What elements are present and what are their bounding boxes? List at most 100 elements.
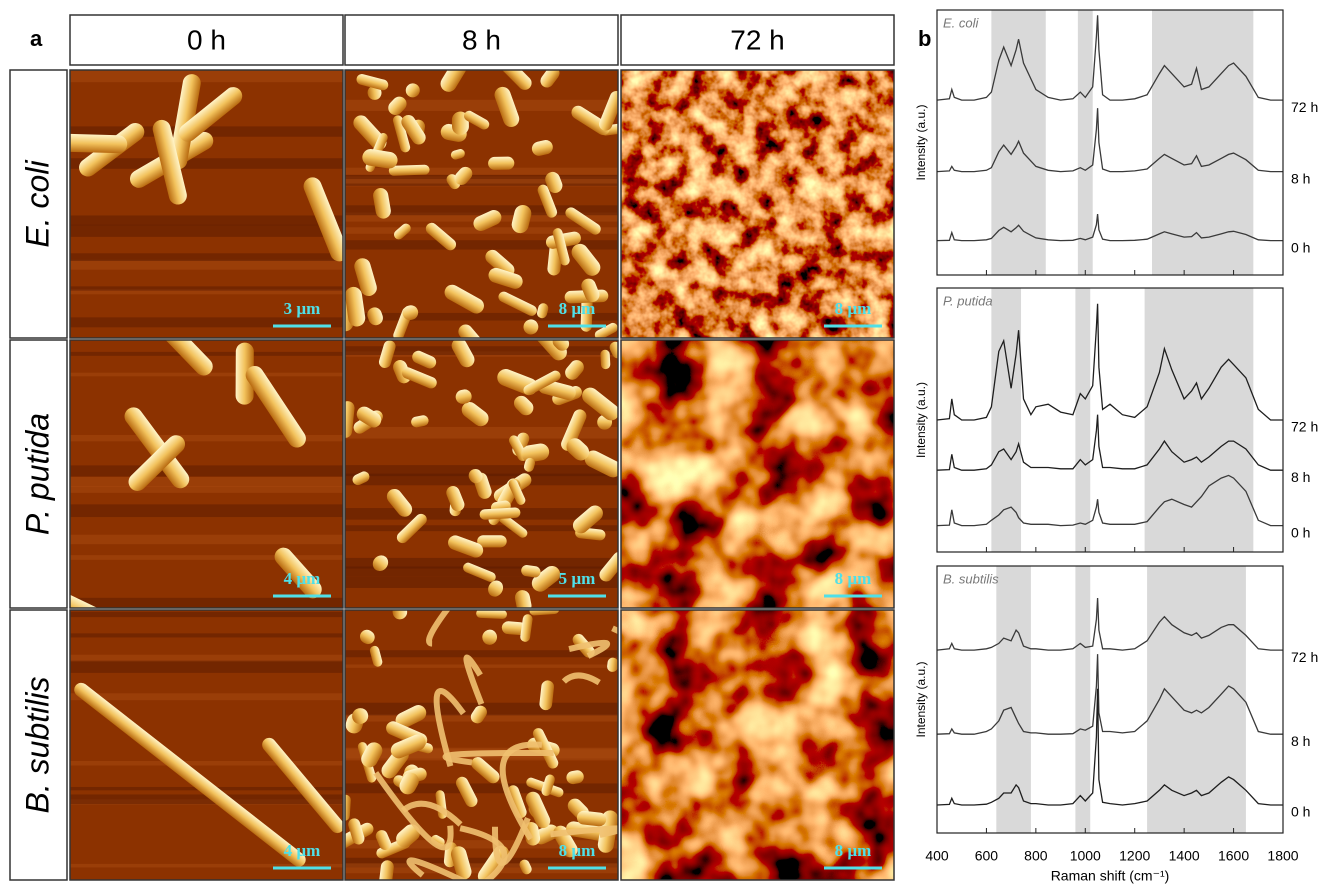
afm-cell <box>463 110 490 130</box>
afm-streak <box>345 167 618 175</box>
afm-cell <box>388 96 407 116</box>
scale-bar-label: 4 µm <box>284 569 321 588</box>
afm-cell <box>178 87 243 142</box>
afm-streak <box>70 253 343 261</box>
series-label: 0 h <box>1291 804 1310 820</box>
afm-cell <box>386 488 413 517</box>
x-tick-label: 800 <box>1024 848 1048 864</box>
afm-cell <box>594 322 618 338</box>
series-label: 72 h <box>1291 419 1318 435</box>
scale-bar-label: 8 µm <box>835 569 872 588</box>
afm-cell <box>508 479 526 505</box>
afm-cell <box>450 846 472 880</box>
afm-streak <box>70 611 343 618</box>
afm-streak <box>345 426 618 439</box>
afm-streak <box>345 525 618 532</box>
afm-streak <box>70 863 343 868</box>
afm-frame <box>620 609 895 881</box>
afm-filament <box>561 672 601 686</box>
afm-cell <box>521 443 550 463</box>
afm-filament <box>463 654 485 706</box>
spectrum-line <box>936 303 1283 421</box>
row-header-box <box>9 69 68 339</box>
column-header-box <box>69 14 344 66</box>
series-label: 0 h <box>1291 524 1310 540</box>
afm-filament <box>401 800 463 827</box>
afm-cell <box>473 209 502 231</box>
afm-cell <box>361 742 383 768</box>
x-tick-label: 1400 <box>1169 848 1200 864</box>
spectrum-line <box>936 108 1283 173</box>
chart-title: P. putida <box>943 293 993 308</box>
afm-streak <box>345 465 618 477</box>
afm-cell <box>584 450 618 478</box>
shaded-band <box>1144 288 1254 552</box>
scale-bar-label: 8 µm <box>559 299 596 318</box>
afm-streak <box>70 286 343 291</box>
series-label: 8 h <box>1291 170 1310 186</box>
afm-streak <box>345 857 618 868</box>
afm-frame <box>620 339 895 609</box>
afm-image <box>70 610 343 880</box>
afm-cell <box>520 614 533 642</box>
afm-chain <box>74 682 306 867</box>
afm-cell <box>235 342 254 405</box>
afm-streak <box>70 693 343 701</box>
afm-cell <box>405 83 420 98</box>
afm-filament <box>406 857 469 880</box>
afm-cell <box>571 243 601 276</box>
afm-chain <box>262 737 343 834</box>
afm-cell <box>599 91 618 131</box>
afm-cell <box>501 621 527 636</box>
afm-cell <box>525 791 551 829</box>
afm-cell <box>477 535 507 548</box>
afm-cell <box>458 324 481 338</box>
afm-streak <box>345 664 618 668</box>
afm-cell <box>513 395 534 416</box>
afm-cell <box>599 551 618 582</box>
row-header-box <box>9 339 68 609</box>
afm-cell <box>507 785 527 819</box>
afm-image <box>70 70 343 338</box>
afm-cell <box>396 824 421 848</box>
afm-cell <box>348 818 365 845</box>
afm-filament <box>433 688 466 767</box>
afm-cell <box>519 859 532 875</box>
series-label: 8 h <box>1291 469 1310 485</box>
afm-cell <box>345 286 366 327</box>
afm-cell <box>392 115 411 153</box>
afm-cell <box>446 486 465 512</box>
afm-cell <box>468 468 483 484</box>
afm-cell <box>566 770 584 785</box>
afm-streak <box>345 240 618 250</box>
series-label: 8 h <box>1291 733 1310 749</box>
afm-streak <box>345 783 618 794</box>
afm-cell <box>461 402 489 427</box>
afm-filament <box>426 610 451 647</box>
afm-streak <box>70 434 343 442</box>
x-tick-label: 1000 <box>1070 848 1101 864</box>
afm-streak <box>70 351 343 356</box>
row-header-box <box>9 609 68 881</box>
afm-cell <box>565 207 601 235</box>
afm-cell <box>356 406 382 428</box>
afm-cell <box>523 457 536 472</box>
shaded-band <box>1075 288 1091 552</box>
afm-streak <box>70 317 343 328</box>
afm-streak <box>345 557 618 569</box>
afm-cell <box>565 360 584 380</box>
x-axis-label: Raman shift (cm⁻¹) <box>1051 868 1170 884</box>
afm-cell <box>471 757 500 784</box>
plot-frame <box>936 9 1284 276</box>
afm-streak <box>345 346 618 356</box>
afm-streak <box>70 215 343 226</box>
afm-streak <box>70 224 343 237</box>
afm-cell <box>581 278 600 303</box>
afm-cell <box>535 340 567 361</box>
afm-streak <box>345 99 618 111</box>
shaded-band <box>1147 566 1246 833</box>
afm-cell <box>352 708 369 725</box>
scale-bar-label: 8 µm <box>835 299 872 318</box>
afm-streak <box>70 476 343 487</box>
